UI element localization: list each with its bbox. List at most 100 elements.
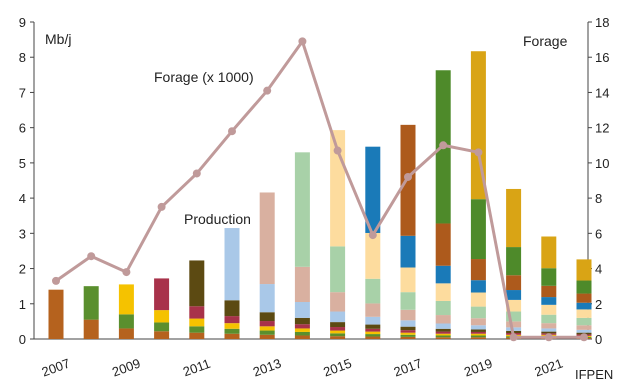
- bar-segment-2022-cohort-2019: [576, 259, 592, 281]
- forage-point-2014: [298, 37, 307, 46]
- bar-segment-2020-cohort-2012: [506, 327, 522, 331]
- bar-segment-2018-cohort-2010: [435, 331, 451, 334]
- right-tick-label: 0: [595, 332, 602, 347]
- bar-segment-2021-cohort-2014: [541, 314, 557, 324]
- bar-segment-2017-cohort-2014: [400, 292, 416, 310]
- bar-segment-2015-cohort-2007: [330, 336, 346, 339]
- x-tick-label: 2007: [40, 356, 72, 380]
- bar-segment-2019-cohort-2010: [470, 331, 486, 334]
- bar-segment-2014-cohort-2007: [294, 335, 310, 339]
- bar-segment-2016-cohort-2012: [365, 316, 381, 325]
- bar-segment-2016-cohort-2016: [365, 146, 381, 233]
- bar-segment-2018-cohort-2015: [435, 283, 451, 301]
- bar-segment-2019-cohort-2013: [470, 318, 486, 326]
- bar-segment-2015-cohort-2013: [330, 292, 346, 312]
- bar-segment-2022-cohort-2014: [576, 317, 592, 326]
- bar-segment-2020-cohort-2016: [506, 290, 522, 300]
- bar-segment-2020-cohort-2015: [506, 299, 522, 312]
- forage-point-2011: [192, 169, 201, 178]
- bar-segment-2022-cohort-2018: [576, 280, 592, 294]
- right-tick-label: 12: [595, 121, 609, 136]
- bar-segment-2017-cohort-2007: [400, 336, 416, 339]
- forage-point-2018: [439, 141, 448, 150]
- x-tick-label: 2015: [321, 356, 353, 380]
- bar-segment-2014-cohort-2013: [294, 266, 310, 303]
- bar-segment-2021-cohort-2011: [541, 331, 557, 334]
- left-tick-label: 5: [19, 156, 26, 171]
- bar-segment-2013-cohort-2007: [259, 334, 275, 339]
- left-tick-label: 1: [19, 297, 26, 312]
- source-label: IFPEN: [575, 367, 613, 382]
- bar-segment-2015-cohort-2008: [330, 333, 346, 337]
- bar-segment-2011-cohort-2009: [189, 318, 205, 327]
- bar-segment-2016-cohort-2015: [365, 232, 381, 279]
- bar-segment-2018-cohort-2013: [435, 315, 451, 324]
- bar-segment-2018-cohort-2011: [435, 328, 451, 332]
- bar-segment-2012-cohort-2008: [224, 328, 240, 334]
- forage-line-series: [52, 37, 588, 342]
- bar-segment-2017-cohort-2008: [400, 334, 416, 337]
- right-tick-label: 8: [595, 191, 602, 206]
- bar-segment-2021-cohort-2017: [541, 285, 557, 298]
- left-tick-label: 3: [19, 226, 26, 241]
- bar-segment-2019-cohort-2014: [470, 306, 486, 319]
- bar-segment-2022-cohort-2015: [576, 309, 592, 318]
- forage-point-2021: [544, 333, 553, 342]
- bar-segment-2019-cohort-2012: [470, 325, 486, 330]
- bar-segment-2014-cohort-2014: [294, 152, 310, 267]
- left-tick-label: 4: [19, 191, 26, 206]
- bar-segment-2021-cohort-2019: [541, 236, 557, 269]
- bar-segment-2019-cohort-2009: [470, 333, 486, 336]
- forage-point-2012: [228, 127, 236, 136]
- x-tick-label: 2009: [110, 356, 142, 380]
- bar-segment-2022-cohort-2016: [576, 302, 592, 310]
- bar-segment-2011-cohort-2011: [189, 260, 205, 307]
- bar-segment-2011-cohort-2008: [189, 326, 205, 333]
- right-tick-label: 6: [595, 226, 602, 241]
- forage-point-2007: [52, 276, 60, 285]
- bar-segment-2013-cohort-2009: [259, 326, 275, 331]
- right-tick-label: 16: [595, 50, 609, 65]
- forage-point-2009: [122, 268, 131, 277]
- bar-segment-2018-cohort-2014: [435, 300, 451, 316]
- bar-segment-2015-cohort-2012: [330, 311, 346, 323]
- bar-segment-2016-cohort-2014: [365, 278, 381, 304]
- bar-segment-2008-cohort-2007: [83, 319, 99, 339]
- forage-point-2015: [333, 146, 342, 155]
- bar-segment-2021-cohort-2015: [541, 304, 557, 315]
- left-axis-label: Mb/j: [45, 31, 71, 47]
- bar-segment-2013-cohort-2011: [259, 312, 275, 322]
- bar-segment-2012-cohort-2007: [224, 333, 240, 339]
- bar-segment-2009-cohort-2008: [118, 314, 134, 329]
- bar-segment-2020-cohort-2017: [506, 275, 522, 291]
- right-axis-label: Forage: [523, 33, 568, 49]
- bar-segment-2019-cohort-2011: [470, 329, 486, 332]
- x-tick-label: 2019: [462, 356, 494, 380]
- forage-point-2013: [263, 86, 272, 95]
- bar-segment-2015-cohort-2009: [330, 330, 346, 334]
- left-tick-label: 9: [19, 15, 26, 30]
- bar-segment-2019-cohort-2007: [470, 337, 486, 339]
- forage-line: [55, 39, 584, 339]
- bar-label: Production: [184, 211, 251, 227]
- bar-segment-2020-cohort-2013: [506, 321, 522, 328]
- left-tick-label: 8: [19, 50, 26, 65]
- forage-point-2016: [368, 231, 377, 240]
- bar-segment-2011-cohort-2010: [189, 306, 205, 319]
- bar-segment-2017-cohort-2015: [400, 267, 416, 293]
- bar-segment-2014-cohort-2008: [294, 331, 310, 336]
- forage-point-2020: [509, 333, 518, 342]
- bar-segment-2018-cohort-2017: [435, 223, 451, 266]
- bar-segment-2009-cohort-2007: [118, 328, 134, 339]
- bar-segment-2021-cohort-2018: [541, 268, 557, 286]
- bar-segment-2017-cohort-2011: [400, 326, 416, 331]
- bar-segment-2017-cohort-2010: [400, 330, 416, 333]
- bar-segment-2014-cohort-2012: [294, 302, 310, 318]
- bar-segment-2015-cohort-2014: [330, 246, 346, 293]
- bar-segment-2016-cohort-2010: [365, 328, 381, 332]
- bar-segment-2016-cohort-2007: [365, 336, 381, 339]
- bar-segment-2014-cohort-2010: [294, 324, 310, 329]
- bar-segment-2010-cohort-2010: [154, 278, 170, 311]
